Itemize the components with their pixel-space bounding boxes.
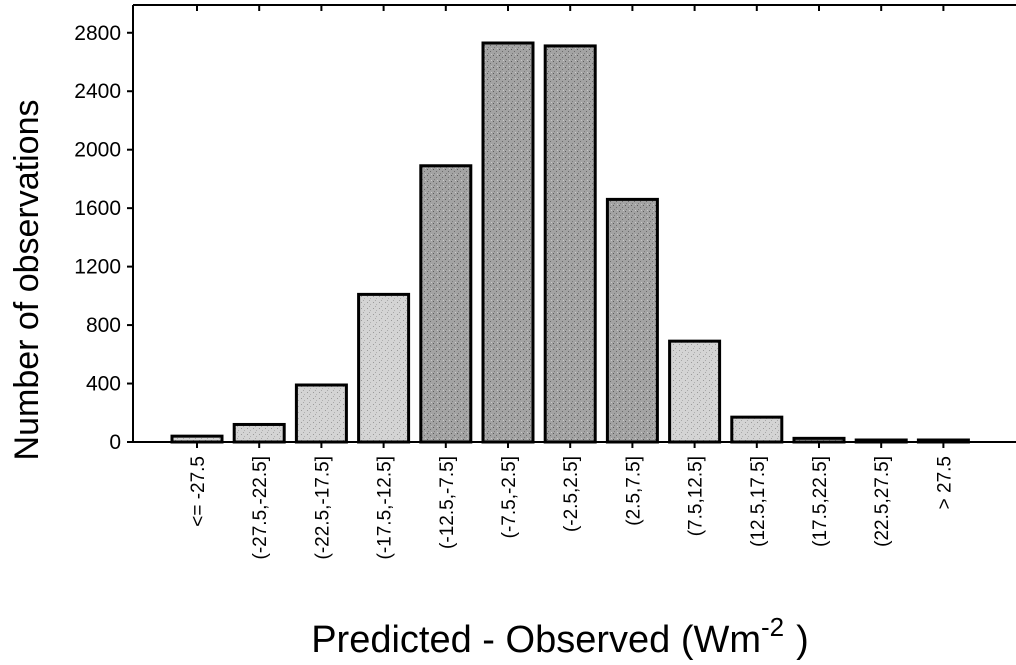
x-tick-label: (7.5,12.5] xyxy=(686,456,707,536)
y-tick-label: 800 xyxy=(86,314,121,337)
bar xyxy=(670,341,720,442)
x-tick-label: (-7.5,-2.5] xyxy=(499,456,520,538)
x-tick-label: (-27.5,-22.5] xyxy=(250,456,271,560)
x-axis-title: Predicted - Observed (Wm-2) xyxy=(311,612,809,661)
bar xyxy=(172,436,222,442)
category-labels: <= -27.5 (-27.5,-22.5] (-22.5,-17.5] (-17.5… xyxy=(188,456,955,560)
bar xyxy=(421,166,471,442)
bar xyxy=(918,440,968,442)
y-tick-label: 2400 xyxy=(74,80,121,103)
x-tick-label: (12.5,17.5] xyxy=(748,456,769,547)
bar xyxy=(545,46,595,442)
bar xyxy=(359,294,409,442)
x-tick-label: > 27.5 xyxy=(934,456,955,509)
x-tick-label: (-12.5,-7.5] xyxy=(437,456,458,549)
y-tick-label: 2000 xyxy=(74,139,121,162)
x-tick-label: (-22.5,-17.5] xyxy=(312,456,333,560)
x-tick-label: (-2.5,2.5] xyxy=(561,456,582,532)
y-tick-label: 0 xyxy=(109,431,121,454)
x-axis-title-superscript: -2 xyxy=(761,612,784,642)
x-axis-title-main: Predicted - Observed (Wm xyxy=(311,619,761,661)
bar xyxy=(607,199,657,442)
y-axis-title: Number of observations xyxy=(8,100,46,461)
x-tick-label: (-17.5,-12.5] xyxy=(375,456,396,560)
x-tick-label: (2.5,7.5] xyxy=(623,456,644,526)
x-tick-label: <= -27.5 xyxy=(188,456,209,527)
bar xyxy=(732,417,782,442)
y-tick-label: 1200 xyxy=(74,256,121,279)
x-tick-label: (22.5,27.5] xyxy=(872,456,893,547)
bars xyxy=(172,43,968,442)
y-tick-label: 400 xyxy=(86,373,121,396)
bar xyxy=(234,424,284,442)
bar xyxy=(483,43,533,442)
bar xyxy=(794,438,844,442)
x-axis-title-end: ) xyxy=(796,619,809,661)
y-tick-label: 1600 xyxy=(74,197,121,220)
x-tick-label: (17.5,22.5] xyxy=(810,456,831,547)
bar xyxy=(296,385,346,442)
y-tick-label: 2800 xyxy=(74,22,121,45)
bar xyxy=(856,440,906,442)
